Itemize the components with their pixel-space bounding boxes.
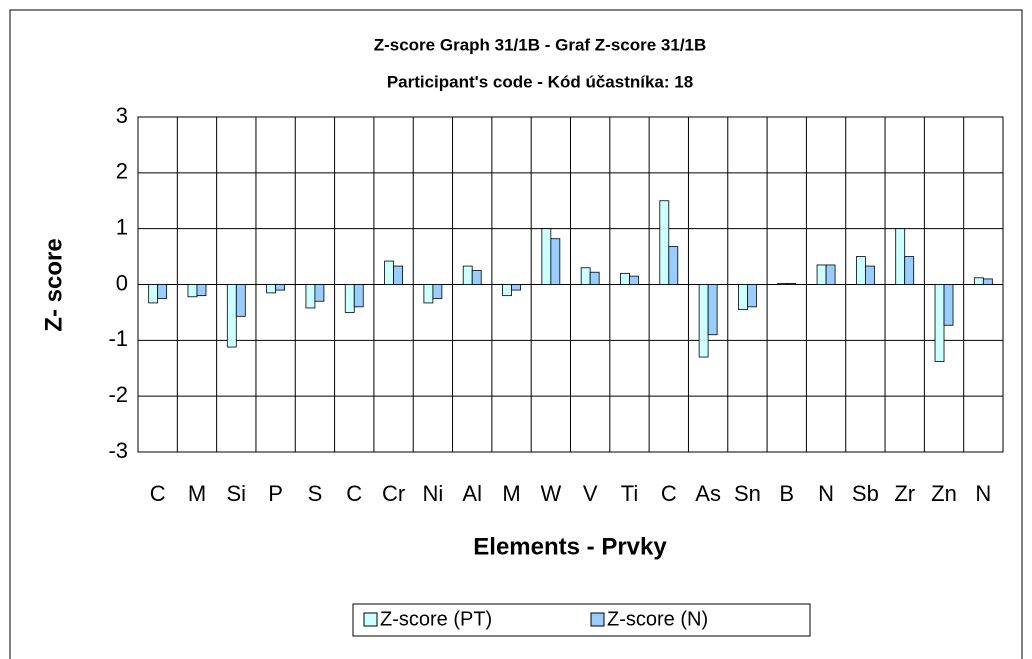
bar bbox=[895, 228, 906, 285]
y-tick-label: 2 bbox=[116, 159, 128, 184]
bar bbox=[187, 284, 198, 298]
bar bbox=[550, 238, 561, 285]
bar bbox=[148, 284, 159, 304]
bar bbox=[423, 284, 434, 304]
legend-swatch bbox=[590, 612, 605, 627]
bar bbox=[157, 284, 168, 299]
x-tick-label: C bbox=[661, 481, 677, 506]
bar bbox=[825, 264, 836, 285]
legend bbox=[352, 603, 811, 637]
bar bbox=[777, 282, 788, 285]
bar bbox=[196, 284, 207, 297]
x-tick-label: Zn bbox=[931, 481, 957, 506]
x-tick-label: B bbox=[779, 481, 794, 506]
bar bbox=[707, 284, 718, 336]
x-tick-label: N bbox=[975, 481, 991, 506]
x-axis-title: Elements - Prvky bbox=[473, 533, 667, 560]
x-tick-label: V bbox=[583, 481, 598, 506]
x-tick-label: C bbox=[150, 481, 166, 506]
bar bbox=[982, 278, 993, 285]
chart-frame bbox=[9, 9, 1023, 659]
bar bbox=[502, 284, 512, 297]
bar bbox=[816, 264, 827, 285]
bar bbox=[384, 260, 394, 285]
y-tick-label: 0 bbox=[116, 270, 128, 295]
bar bbox=[226, 284, 237, 348]
bar bbox=[305, 284, 316, 309]
x-tick-label: W bbox=[540, 481, 561, 506]
chart-subtitle: Participant's code - Kód účastníka: 18 bbox=[387, 72, 693, 91]
y-tick-label: 3 bbox=[116, 103, 128, 128]
x-tick-label: P bbox=[268, 481, 283, 506]
x-tick-label: Zr bbox=[894, 481, 915, 506]
bar bbox=[314, 284, 325, 302]
bar bbox=[353, 284, 364, 308]
bar bbox=[432, 284, 443, 299]
x-tick-label: Cr bbox=[382, 481, 405, 506]
bar bbox=[511, 284, 521, 291]
x-tick-label: Si bbox=[227, 481, 247, 506]
y-tick-label: -3 bbox=[108, 438, 128, 463]
bar bbox=[668, 246, 679, 285]
chart-title: Z-score Graph 31/1B - Graf Z-score 31/1B bbox=[374, 35, 707, 54]
x-tick-label: Ti bbox=[621, 481, 639, 506]
bar bbox=[973, 277, 984, 285]
legend-label: Z-score (PT) bbox=[380, 608, 492, 630]
bar bbox=[786, 282, 797, 285]
y-axis-title: Z- score bbox=[40, 238, 67, 331]
bar bbox=[344, 284, 355, 313]
y-tick-label: -2 bbox=[108, 382, 128, 407]
bar bbox=[235, 284, 246, 317]
bar bbox=[589, 271, 600, 285]
x-tick-label: N bbox=[818, 481, 834, 506]
x-tick-label: S bbox=[308, 481, 323, 506]
y-tick-label: 1 bbox=[116, 214, 128, 239]
x-tick-label: M bbox=[502, 481, 520, 506]
bar bbox=[698, 284, 709, 358]
bar bbox=[904, 256, 915, 285]
bar bbox=[275, 284, 286, 291]
bar bbox=[864, 265, 875, 285]
y-tick-label: -1 bbox=[108, 326, 128, 351]
bar bbox=[747, 284, 757, 308]
x-tick-label: Sn bbox=[734, 481, 761, 506]
bar bbox=[620, 272, 630, 285]
bar bbox=[943, 284, 954, 326]
bar bbox=[266, 284, 277, 294]
x-tick-label: As bbox=[695, 481, 721, 506]
x-tick-label: Al bbox=[462, 481, 482, 506]
bar bbox=[393, 265, 403, 285]
bar bbox=[580, 267, 591, 285]
x-tick-label: M bbox=[188, 481, 206, 506]
x-tick-label: Sb bbox=[852, 481, 879, 506]
bar bbox=[471, 270, 482, 285]
bar bbox=[462, 265, 473, 285]
legend-label: Z-score (N) bbox=[607, 608, 708, 630]
bar bbox=[738, 284, 748, 311]
x-tick-label: C bbox=[346, 481, 362, 506]
bar bbox=[659, 200, 670, 285]
bar bbox=[629, 275, 639, 285]
bar bbox=[855, 256, 866, 285]
bar bbox=[934, 284, 945, 362]
legend-swatch bbox=[363, 612, 378, 627]
x-tick-label: Ni bbox=[422, 481, 443, 506]
bar bbox=[541, 228, 552, 285]
